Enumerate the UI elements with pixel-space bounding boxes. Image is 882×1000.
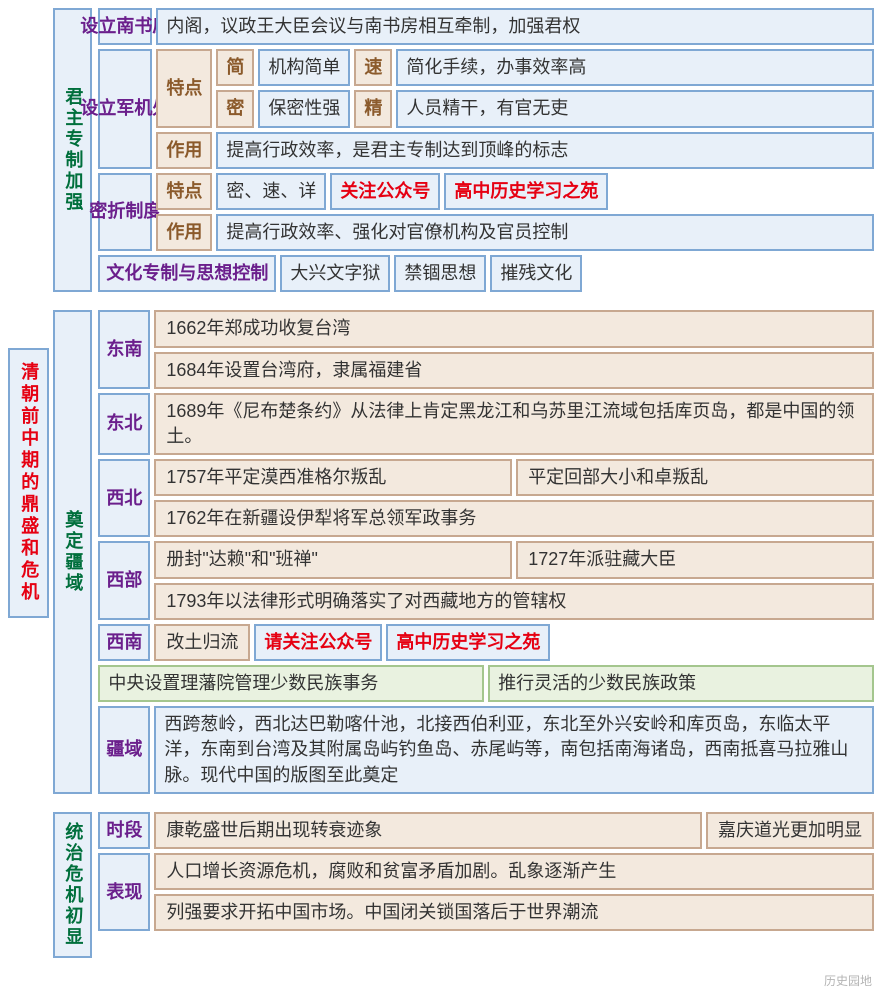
lvl3-node: 西南	[98, 624, 150, 661]
section-1: 君主专制加强 设立南书房 内阁，议政王大臣会议与南书房相互牵制，加强君权 设立军…	[53, 8, 874, 292]
content-box: 1684年设置台湾府，隶属福建省	[154, 352, 874, 389]
content-box: 人口增长资源危机，腐败和贫富矛盾加剧。乱象逐渐产生	[154, 853, 874, 890]
lvl3-node: 表现	[98, 853, 150, 931]
lvl2-node: 奠定疆域	[53, 310, 92, 793]
content-box: 康乾盛世后期出现转衰迹象	[154, 812, 702, 849]
lvl3-node: 西部	[98, 541, 150, 619]
lvl3-node: 东南	[98, 310, 150, 388]
content-box: 摧残文化	[490, 255, 582, 292]
content-box: 推行灵活的少数民族政策	[488, 665, 874, 702]
lvl4-node: 特点	[156, 49, 212, 127]
lvl3-node: 东北	[98, 393, 150, 455]
nanshufang-row: 设立南书房 内阁，议政王大臣会议与南书房相互牵制，加强君权	[98, 8, 874, 45]
lvl2-node: 君主专制加强	[53, 8, 92, 292]
content-box: 列强要求开拓中国市场。中国闭关锁国落后于世界潮流	[154, 894, 874, 931]
content-box: 禁锢思想	[394, 255, 486, 292]
content-box: 大兴文字狱	[280, 255, 390, 292]
lvl4-node: 速	[354, 49, 392, 86]
content-box: 1793年以法律形式明确落实了对西藏地方的管辖权	[154, 583, 874, 620]
mindmap: 清朝前中期的鼎盛和危机 君主专制加强 设立南书房 内阁，议政王大臣会议与南书房相…	[8, 8, 874, 958]
content-box: 人员精干，有官无吏	[396, 90, 874, 127]
content-box: 1757年平定漠西准格尔叛乱	[154, 459, 512, 496]
content-box: 中央设置理藩院管理少数民族事务	[98, 665, 484, 702]
content-box: 嘉庆道光更加明显	[706, 812, 874, 849]
lvl3-node: 密折制度	[98, 173, 152, 251]
ad-box: 高中历史学习之苑	[444, 173, 608, 210]
content-box: 提高行政效率、强化对官僚机构及官员控制	[216, 214, 874, 251]
section-3: 统治危机初显 时段 康乾盛世后期出现转衰迹象 嘉庆道光更加明显 表现 人口增长资…	[53, 812, 874, 958]
content-box: 平定回部大小和卓叛乱	[516, 459, 874, 496]
mizhe-row: 密折制度 特点 密、速、详 关注公众号 高中历史学习之苑 作用 提高行政效率、强…	[98, 173, 874, 251]
content-box: 内阁，议政王大臣会议与南书房相互牵制，加强君权	[156, 8, 874, 45]
root-node: 清朝前中期的鼎盛和危机	[8, 348, 49, 618]
wenhua-row: 文化专制与思想控制 大兴文字狱 禁锢思想 摧残文化	[98, 255, 874, 292]
lvl3-node: 时段	[98, 812, 150, 849]
ad-box: 请关注公众号	[254, 624, 382, 661]
content-box: 提高行政效率，是君主专制达到顶峰的标志	[216, 132, 874, 169]
watermark: 历史园地	[824, 973, 872, 990]
lvl4-node: 精	[354, 90, 392, 127]
content-box: 改土归流	[154, 624, 250, 661]
section-2: 奠定疆域 东南 1662年郑成功收复台湾 1684年设置台湾府，隶属福建省 东北…	[53, 310, 874, 793]
lvl4-node: 密	[216, 90, 254, 127]
root-column: 清朝前中期的鼎盛和危机	[8, 8, 49, 958]
content-box: 1689年《尼布楚条约》从法律上肯定黑龙江和乌苏里江流域包括库页岛，都是中国的领…	[154, 393, 874, 455]
content-box: 1762年在新疆设伊犁将军总领军政事务	[154, 500, 874, 537]
level2-column: 君主专制加强 设立南书房 内阁，议政王大臣会议与南书房相互牵制，加强君权 设立军…	[53, 8, 874, 958]
lvl3-node: 疆域	[98, 706, 150, 794]
content-box: 西跨葱岭，西北达巴勒喀什池，北接西伯利亚，东北至外兴安岭和库页岛，东临太平洋，东…	[154, 706, 874, 794]
lvl3-node: 文化专制与思想控制	[98, 255, 276, 292]
content-box: 1727年派驻藏大臣	[516, 541, 874, 578]
lvl3-node: 设立南书房	[98, 8, 152, 45]
lvl3-node: 西北	[98, 459, 150, 537]
lvl4-node: 特点	[156, 173, 212, 210]
lvl2-node: 统治危机初显	[53, 812, 92, 958]
lvl4-node: 作用	[156, 132, 212, 169]
content-box: 保密性强	[258, 90, 350, 127]
content-box: 册封"达赖"和"班禅"	[154, 541, 512, 578]
lvl4-node: 简	[216, 49, 254, 86]
content-box: 简化手续，办事效率高	[396, 49, 874, 86]
junjichu-row: 设立军机处 特点 简 机构简单 速 简化手续，办事效率高	[98, 49, 874, 169]
content-box: 1662年郑成功收复台湾	[154, 310, 874, 347]
content-box: 密、速、详	[216, 173, 326, 210]
lvl3-node: 设立军机处	[98, 49, 152, 169]
ad-box: 高中历史学习之苑	[386, 624, 550, 661]
content-box: 机构简单	[258, 49, 350, 86]
lvl4-node: 作用	[156, 214, 212, 251]
ad-box: 关注公众号	[330, 173, 440, 210]
